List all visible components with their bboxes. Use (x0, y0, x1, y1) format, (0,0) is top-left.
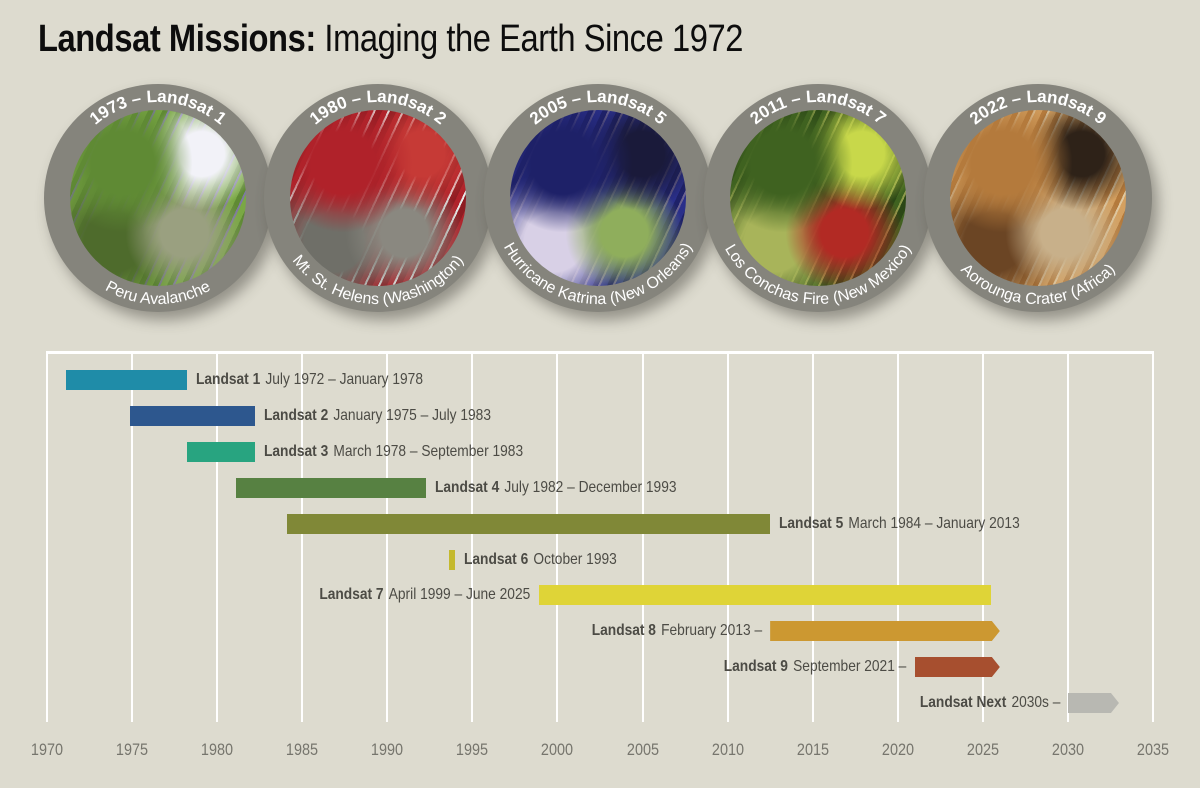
gridline (896, 351, 899, 722)
mission-name: Landsat 2 (263, 407, 328, 424)
x-axis-tick-label: 1995 (456, 740, 489, 759)
mission-name: Landsat 4 (435, 479, 500, 496)
satellite-image (950, 110, 1126, 286)
mission-bar (286, 514, 771, 534)
image-badge: 2022 – Landsat 9 Aorounga Crater (Africa) (924, 84, 1152, 312)
mission-label: Landsat 9 September 2021 – (694, 657, 907, 677)
mission-label: Landsat Next 2030s – (897, 693, 1060, 713)
satellite-image (510, 110, 686, 286)
gridline (556, 351, 559, 722)
x-axis-tick-label: 2015 (796, 740, 829, 759)
gridline (386, 351, 389, 722)
mission-label: Landsat 5 March 1984 – January 2013 (779, 514, 1059, 534)
satellite-image (290, 110, 466, 286)
gridline (811, 351, 814, 722)
mission-dates: April 1999 – June 2025 (389, 586, 531, 603)
image-badge: 2005 – Landsat 5 Hurricane Katrina (New O… (484, 84, 712, 312)
mission-dates: March 1984 – January 2013 (848, 515, 1020, 532)
x-axis-tick-label: 1985 (286, 740, 319, 759)
mission-label: Landsat 1 July 1972 – January 1978 (196, 370, 460, 390)
mission-dates: January 1975 – July 1983 (332, 407, 491, 424)
gridline (641, 351, 644, 722)
mission-name: Landsat 6 (464, 551, 529, 568)
x-axis-tick-label: 2035 (1136, 740, 1170, 759)
mission-label: Landsat 7 April 1999 – June 2025 (285, 585, 531, 605)
mission-bar (1068, 693, 1119, 713)
x-axis-tick-label: 1975 (115, 740, 149, 759)
mission-bar (65, 370, 187, 390)
badge-location-label: Hurricane Katrina (New Orleans) (500, 240, 696, 308)
mission-bar (770, 621, 1000, 641)
mission-name: Landsat 8 (591, 622, 657, 639)
mission-bar (186, 442, 255, 462)
gridline (981, 351, 984, 722)
image-badge: 1980 – Landsat 2 Mt. St. Helens (Washingt… (264, 84, 492, 312)
mission-name: Landsat Next (919, 694, 1006, 711)
gridline (131, 351, 134, 722)
mission-bar (130, 406, 255, 426)
page-title: Landsat Missions: Imaging the Earth Sinc… (38, 18, 743, 61)
mission-dates: September 2021 – (793, 658, 907, 675)
badge-top-label: 1980 – Landsat 2 (306, 87, 450, 128)
mission-label: Landsat 2 January 1975 – July 1983 (264, 406, 528, 426)
gridline (301, 351, 304, 722)
x-axis-tick-label: 2010 (711, 740, 744, 759)
badge-top-label: 1973 – Landsat 1 (86, 87, 230, 128)
x-axis-tick-label: 1980 (201, 740, 234, 759)
mission-dates: October 1993 (533, 551, 618, 568)
mission-name: Landsat 7 (319, 586, 385, 603)
mission-bar (538, 585, 992, 605)
gridline (471, 351, 474, 722)
gridline (1152, 351, 1154, 722)
chart-frame-top (46, 351, 1154, 354)
mission-dates: July 1972 – January 1978 (264, 371, 423, 388)
x-axis-tick-label: 2030 (1051, 740, 1084, 759)
mission-dates: February 2013 – (661, 622, 763, 639)
x-axis-tick-label: 2000 (541, 740, 574, 759)
mission-name: Landsat 9 (724, 658, 789, 675)
gridline (46, 351, 48, 722)
mission-name: Landsat 3 (263, 443, 328, 460)
gridline (216, 351, 219, 722)
image-badge: 1973 – Landsat 1 Peru Avalanche (44, 84, 272, 312)
mission-bar (448, 550, 456, 570)
x-axis-tick-label: 2005 (626, 740, 659, 759)
satellite-image (730, 110, 906, 286)
x-axis-tick-label: 1990 (371, 740, 404, 759)
mission-name: Landsat 1 (195, 371, 260, 388)
mission-label: Landsat 4 July 1982 – December 1993 (435, 478, 716, 498)
mission-label: Landsat 6 October 1993 (464, 550, 642, 570)
satellite-image (70, 110, 246, 286)
x-axis-tick-label: 2025 (966, 740, 999, 759)
badge-top-label: 2022 – Landsat 9 (966, 87, 1110, 128)
badge-location-label: Los Conchas Fire (New Mexico) (721, 242, 915, 308)
badge-location-label: Aorounga Crater (Africa) (957, 261, 1118, 308)
gridline (726, 351, 729, 722)
mission-name: Landsat 5 (779, 515, 844, 532)
mission-dates: July 1982 – December 1993 (504, 479, 677, 496)
mission-bar (915, 657, 1000, 677)
mission-label: Landsat 3 March 1978 – September 1983 (264, 442, 565, 462)
x-axis-tick-label: 1970 (30, 740, 64, 759)
mission-image-badges: 1973 – Landsat 1 Peru Avalanche 1980 – Lan… (0, 0, 1200, 340)
badge-top-label: 2011 – Landsat 7 (747, 87, 890, 128)
mission-dates: March 1978 – September 1983 (332, 443, 523, 460)
title-bold: Landsat Missions: (38, 18, 316, 60)
badge-location-label: Mt. St. Helens (Washington) (289, 252, 467, 308)
mission-dates: 2030s – (1010, 694, 1060, 711)
badge-top-label: 2005 – Landsat 5 (526, 87, 670, 128)
x-axis-tick-label: 2020 (881, 740, 914, 759)
badge-location-label: Peru Avalanche (103, 278, 214, 308)
mission-label: Landsat 8 February 2013 – (564, 621, 762, 641)
title-light: Imaging the Earth Since 1972 (324, 18, 743, 60)
gridline (1066, 351, 1069, 722)
image-badge: 2011 – Landsat 7 Los Conchas Fire (New Me… (704, 84, 932, 312)
mission-bar (235, 478, 427, 498)
